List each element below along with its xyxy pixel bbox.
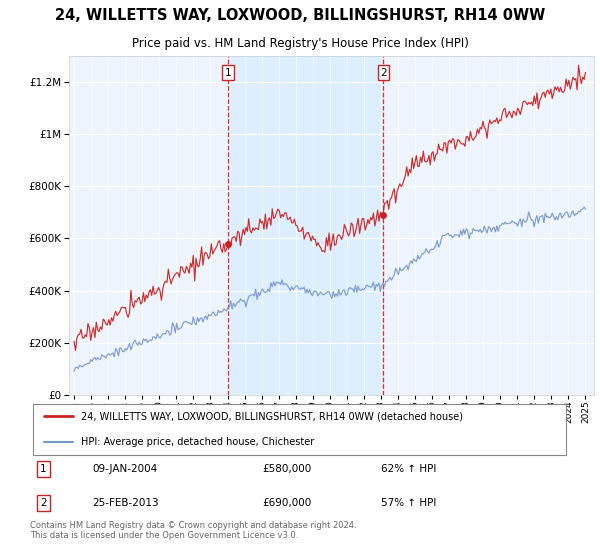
Text: 1: 1 bbox=[40, 464, 47, 474]
Text: 2: 2 bbox=[380, 68, 387, 78]
Text: 25-FEB-2013: 25-FEB-2013 bbox=[92, 498, 159, 508]
Text: 62% ↑ HPI: 62% ↑ HPI bbox=[381, 464, 436, 474]
Text: HPI: Average price, detached house, Chichester: HPI: Average price, detached house, Chic… bbox=[82, 436, 314, 446]
Text: Price paid vs. HM Land Registry's House Price Index (HPI): Price paid vs. HM Land Registry's House … bbox=[131, 37, 469, 50]
Text: 2: 2 bbox=[40, 498, 47, 508]
Text: 24, WILLETTS WAY, LOXWOOD, BILLINGSHURST, RH14 0WW (detached house): 24, WILLETTS WAY, LOXWOOD, BILLINGSHURST… bbox=[82, 412, 463, 422]
Text: 57% ↑ HPI: 57% ↑ HPI bbox=[381, 498, 436, 508]
Text: Contains HM Land Registry data © Crown copyright and database right 2024.
This d: Contains HM Land Registry data © Crown c… bbox=[30, 521, 356, 540]
Text: 09-JAN-2004: 09-JAN-2004 bbox=[92, 464, 157, 474]
Text: 24, WILLETTS WAY, LOXWOOD, BILLINGSHURST, RH14 0WW: 24, WILLETTS WAY, LOXWOOD, BILLINGSHURST… bbox=[55, 8, 545, 23]
Text: 1: 1 bbox=[225, 68, 232, 78]
FancyBboxPatch shape bbox=[33, 404, 566, 455]
Text: £580,000: £580,000 bbox=[262, 464, 311, 474]
Text: £690,000: £690,000 bbox=[262, 498, 311, 508]
Bar bbox=[228, 56, 383, 395]
